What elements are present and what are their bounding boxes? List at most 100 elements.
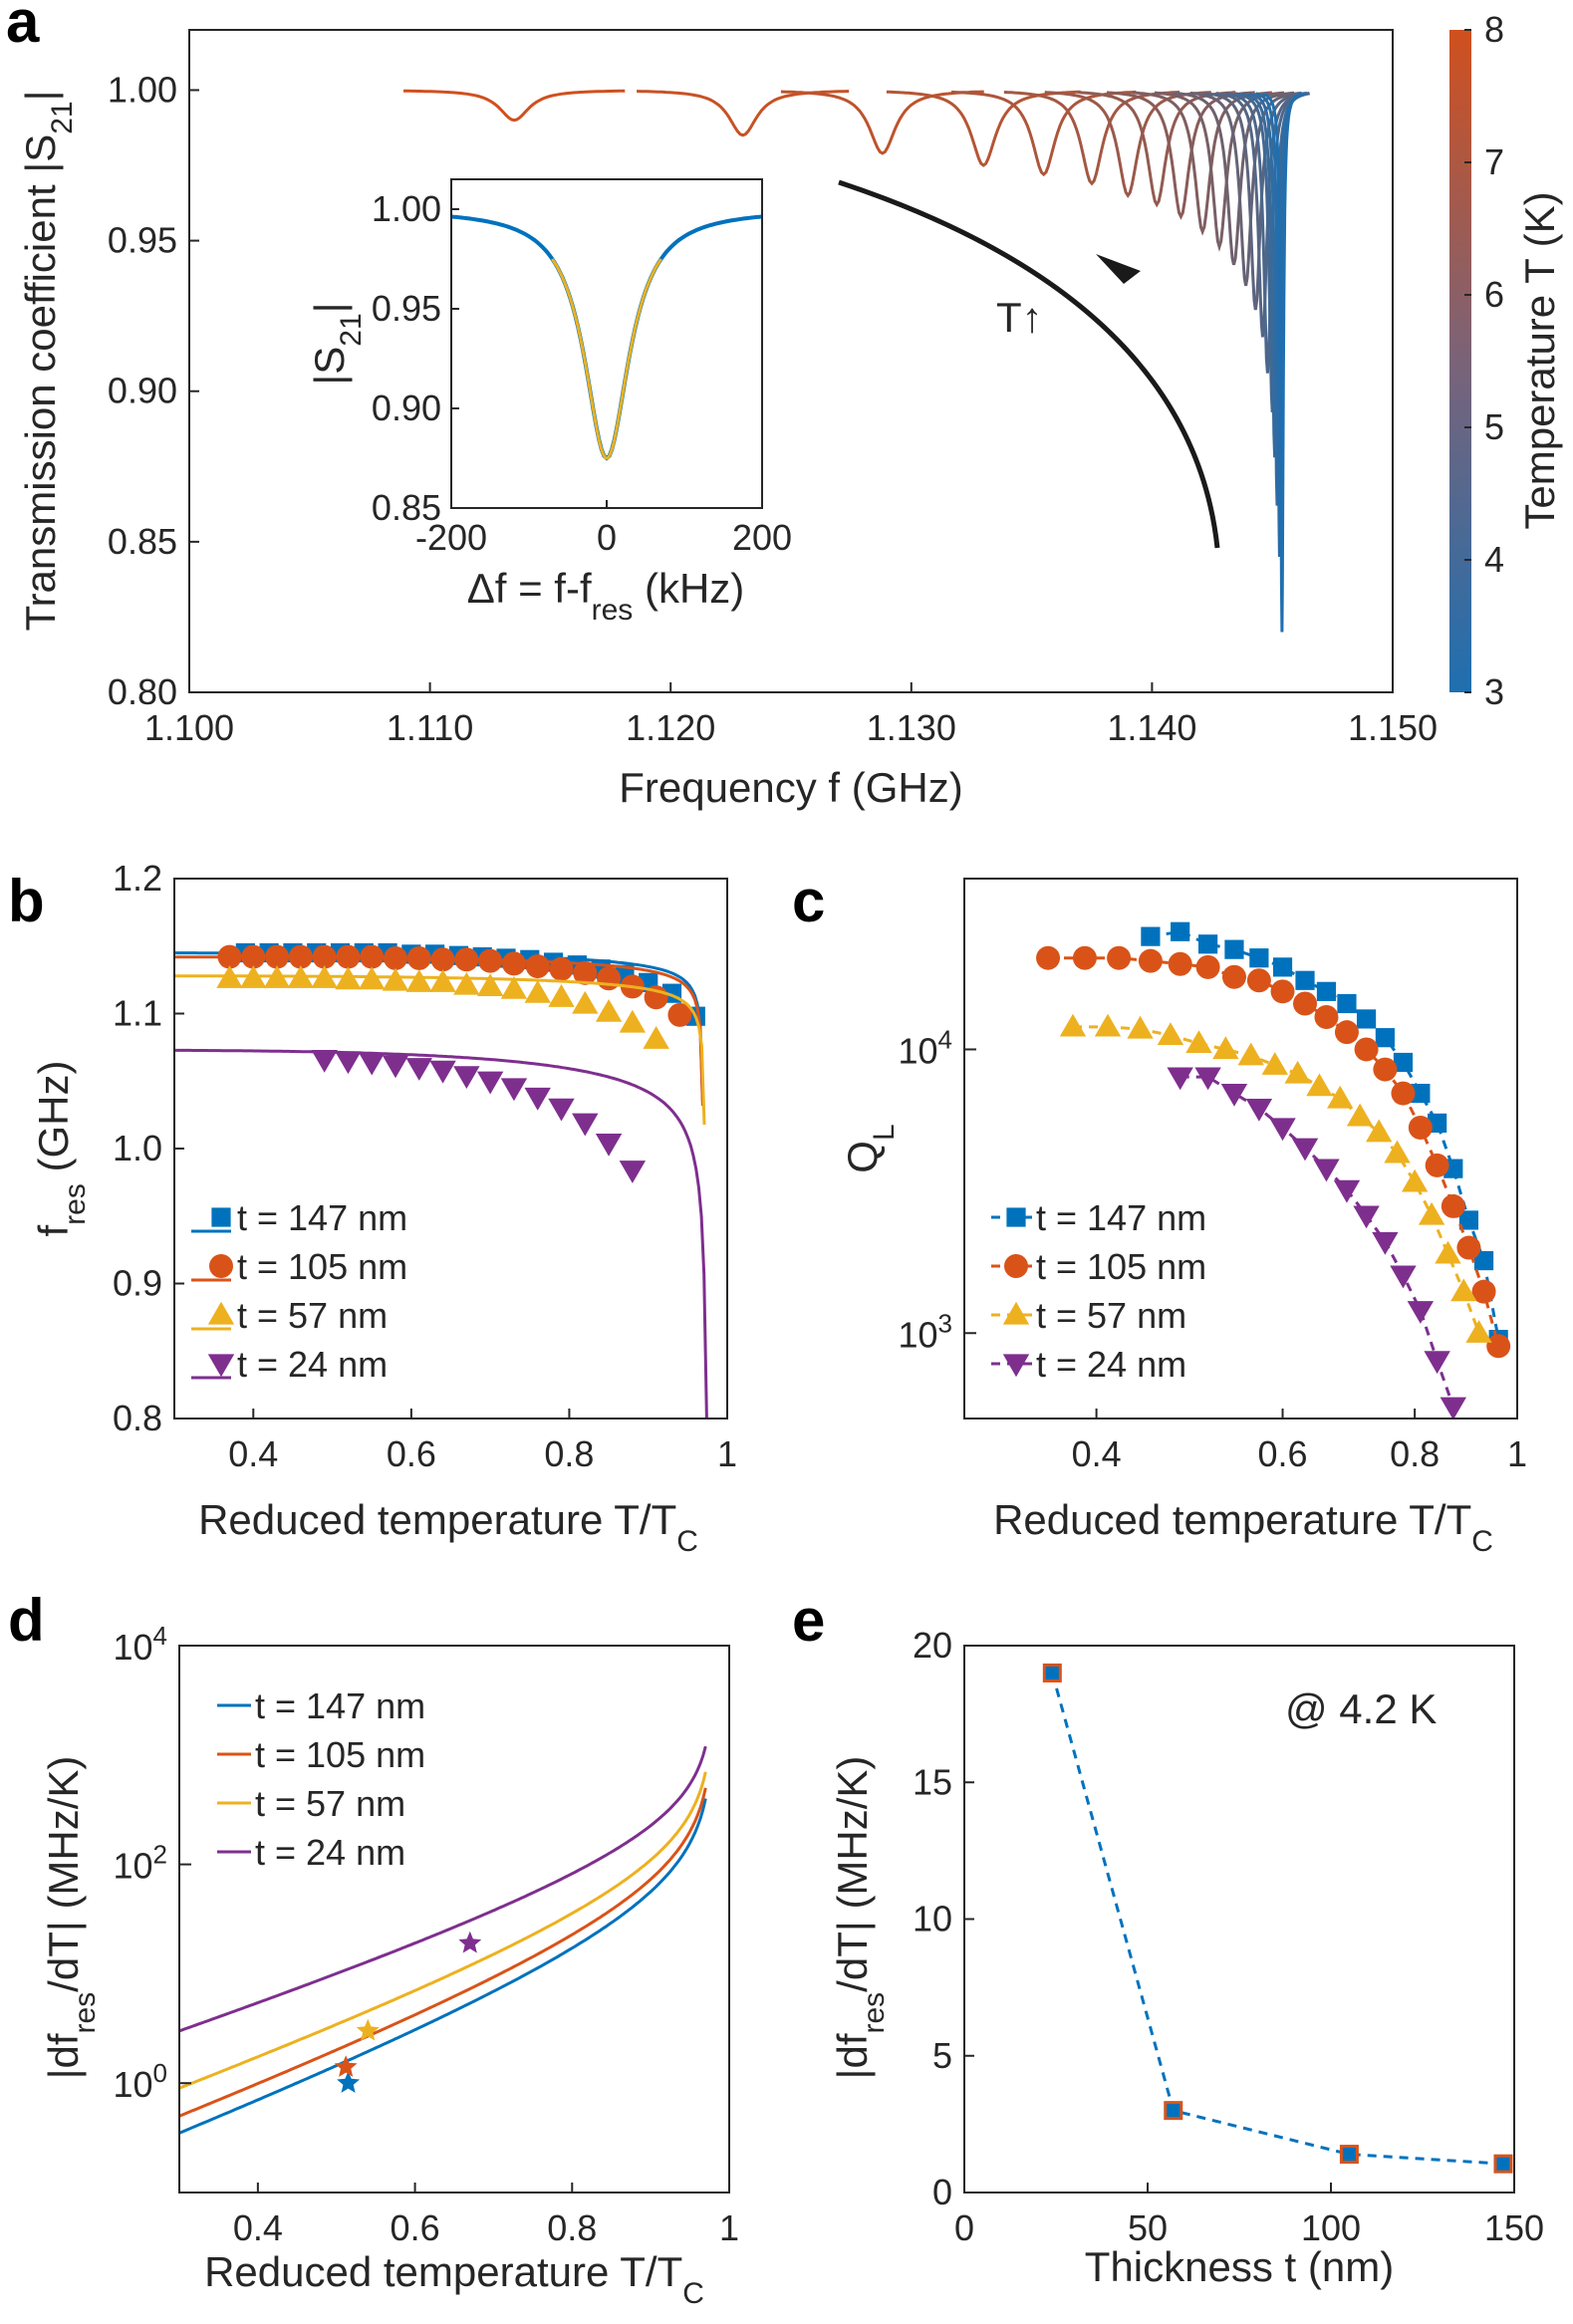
panel-a-xtick-label: 1.130 xyxy=(867,707,956,748)
data-point xyxy=(1425,1153,1449,1177)
data-point xyxy=(430,947,455,972)
legend-label: t = 147 nm xyxy=(1036,1197,1206,1238)
data-point xyxy=(240,965,267,988)
trend-line-1 xyxy=(1048,956,1500,1347)
data-point xyxy=(382,967,409,991)
legend-label: t = 147 nm xyxy=(237,1197,407,1238)
resonance-dip xyxy=(780,90,984,155)
panel-b-xtick-label: 0.8 xyxy=(544,1433,594,1474)
panel-d-xtick-label: 1 xyxy=(719,2207,739,2248)
panel-d-axes-box xyxy=(178,1645,730,2194)
data-point xyxy=(1391,1081,1416,1106)
panel-c-axes-box xyxy=(963,878,1518,1420)
star-marker xyxy=(356,2018,380,2041)
data-point xyxy=(382,1055,409,1079)
data-point xyxy=(241,944,266,969)
panel-e-ylabel: |dfres/dT| (MHz/K) xyxy=(829,1756,891,2080)
legend-marker xyxy=(207,1301,235,1325)
data-point xyxy=(619,1161,647,1183)
resonance-dip xyxy=(1189,91,1302,287)
data-point xyxy=(1270,979,1295,1004)
curve-2 xyxy=(178,1771,707,2090)
panel-e-ytick-label: 0 xyxy=(932,2172,952,2212)
data-point xyxy=(1237,1042,1264,1066)
panel-d-xtick-label: 0.8 xyxy=(547,2207,597,2248)
inset-xtick-label: 200 xyxy=(732,517,792,558)
data-point xyxy=(1384,1140,1411,1163)
panel-d-ytick-label: 100 xyxy=(113,2058,167,2105)
panel-a-xtick-label: 1.100 xyxy=(144,707,234,748)
data-point xyxy=(643,1026,669,1049)
panel-letter-a: a xyxy=(6,0,40,55)
data-point xyxy=(1036,945,1061,970)
data-point xyxy=(1157,1022,1184,1046)
star-marker xyxy=(337,2071,360,2093)
inset-xlabel: Δf = f-fres (kHz) xyxy=(467,565,745,627)
panel-d-xtick-label: 0.6 xyxy=(391,2207,440,2248)
colorbar-tick-label: 8 xyxy=(1484,9,1504,50)
data-point xyxy=(595,998,623,1022)
data-point xyxy=(1418,1201,1445,1225)
panel-a-ytick-label: 1.00 xyxy=(108,69,177,110)
data-point xyxy=(1375,1028,1395,1048)
legend-marker xyxy=(1006,1207,1026,1227)
panel-letter-d: d xyxy=(8,1587,45,1654)
legend-marker xyxy=(207,1354,235,1378)
colorbar-tick-label: 5 xyxy=(1484,406,1504,447)
panel-a-ytick-label: 0.90 xyxy=(108,371,177,411)
panel-d-data xyxy=(178,1745,707,2135)
data-point xyxy=(263,965,291,988)
data-point xyxy=(287,965,315,988)
panel-c-xtick-label: 0.8 xyxy=(1390,1433,1440,1474)
data-point xyxy=(429,1060,456,1084)
data-point xyxy=(667,1002,692,1027)
data-point xyxy=(311,965,338,988)
data-point xyxy=(1249,948,1269,968)
inset-data xyxy=(450,214,763,461)
data-point xyxy=(384,945,407,970)
data-point xyxy=(1456,1235,1481,1260)
arrow-label: T↑ xyxy=(996,294,1043,341)
data-point xyxy=(360,944,385,969)
panel-c-xlabel: Reduced temperature T/TC xyxy=(993,1496,1493,1558)
panel-e-xtick-label: 0 xyxy=(954,2207,974,2248)
data-point xyxy=(1440,1397,1467,1420)
colorbar-tick-label: 7 xyxy=(1484,141,1504,182)
data-point xyxy=(1346,1103,1374,1127)
panel-e-ytick-label: 10 xyxy=(913,1899,952,1939)
colorbar-label: Temperature T (K) xyxy=(1516,191,1563,529)
colorbar-tick-label: 4 xyxy=(1484,539,1504,580)
data-point xyxy=(1220,1083,1248,1107)
data-point xyxy=(1465,1320,1492,1343)
star-marker xyxy=(334,2055,358,2077)
legend-marker xyxy=(209,1254,233,1278)
data-point xyxy=(1269,1118,1296,1142)
panel-a-ytick-label: 0.80 xyxy=(108,671,177,712)
panel-a-xtick-label: 1.140 xyxy=(1107,707,1196,748)
panel-b-xlabel: Reduced temperature T/TC xyxy=(198,1496,698,1558)
panel-b-ytick-label: 0.8 xyxy=(113,1398,162,1438)
resonance-dip xyxy=(1203,92,1307,311)
data-point xyxy=(524,1087,551,1111)
data-point xyxy=(1261,1052,1288,1075)
colorbar-tick-label: 6 xyxy=(1484,274,1504,315)
curve-1 xyxy=(178,1787,707,2118)
panel-a-xlabel: Frequency f (GHz) xyxy=(619,764,962,811)
data-point xyxy=(288,944,313,969)
legend-label: t = 57 nm xyxy=(255,1783,405,1824)
data-point xyxy=(1424,1351,1450,1375)
data-point xyxy=(1168,951,1192,976)
legend-label: t = 105 nm xyxy=(255,1734,425,1775)
data-point xyxy=(549,956,574,981)
panel-c-ylabel: QL xyxy=(839,1124,901,1172)
data-point xyxy=(359,966,386,990)
data-point xyxy=(1072,945,1097,970)
data-point xyxy=(1365,1119,1393,1143)
panel-b-xtick-label: 0.4 xyxy=(228,1433,278,1474)
inset-ytick-label: 1.00 xyxy=(372,188,441,229)
data-point xyxy=(1224,939,1244,959)
panel-a-xtick-label: 1.120 xyxy=(626,707,715,748)
panel-e-ytick-label: 15 xyxy=(913,1761,952,1802)
data-point xyxy=(1212,1036,1239,1060)
